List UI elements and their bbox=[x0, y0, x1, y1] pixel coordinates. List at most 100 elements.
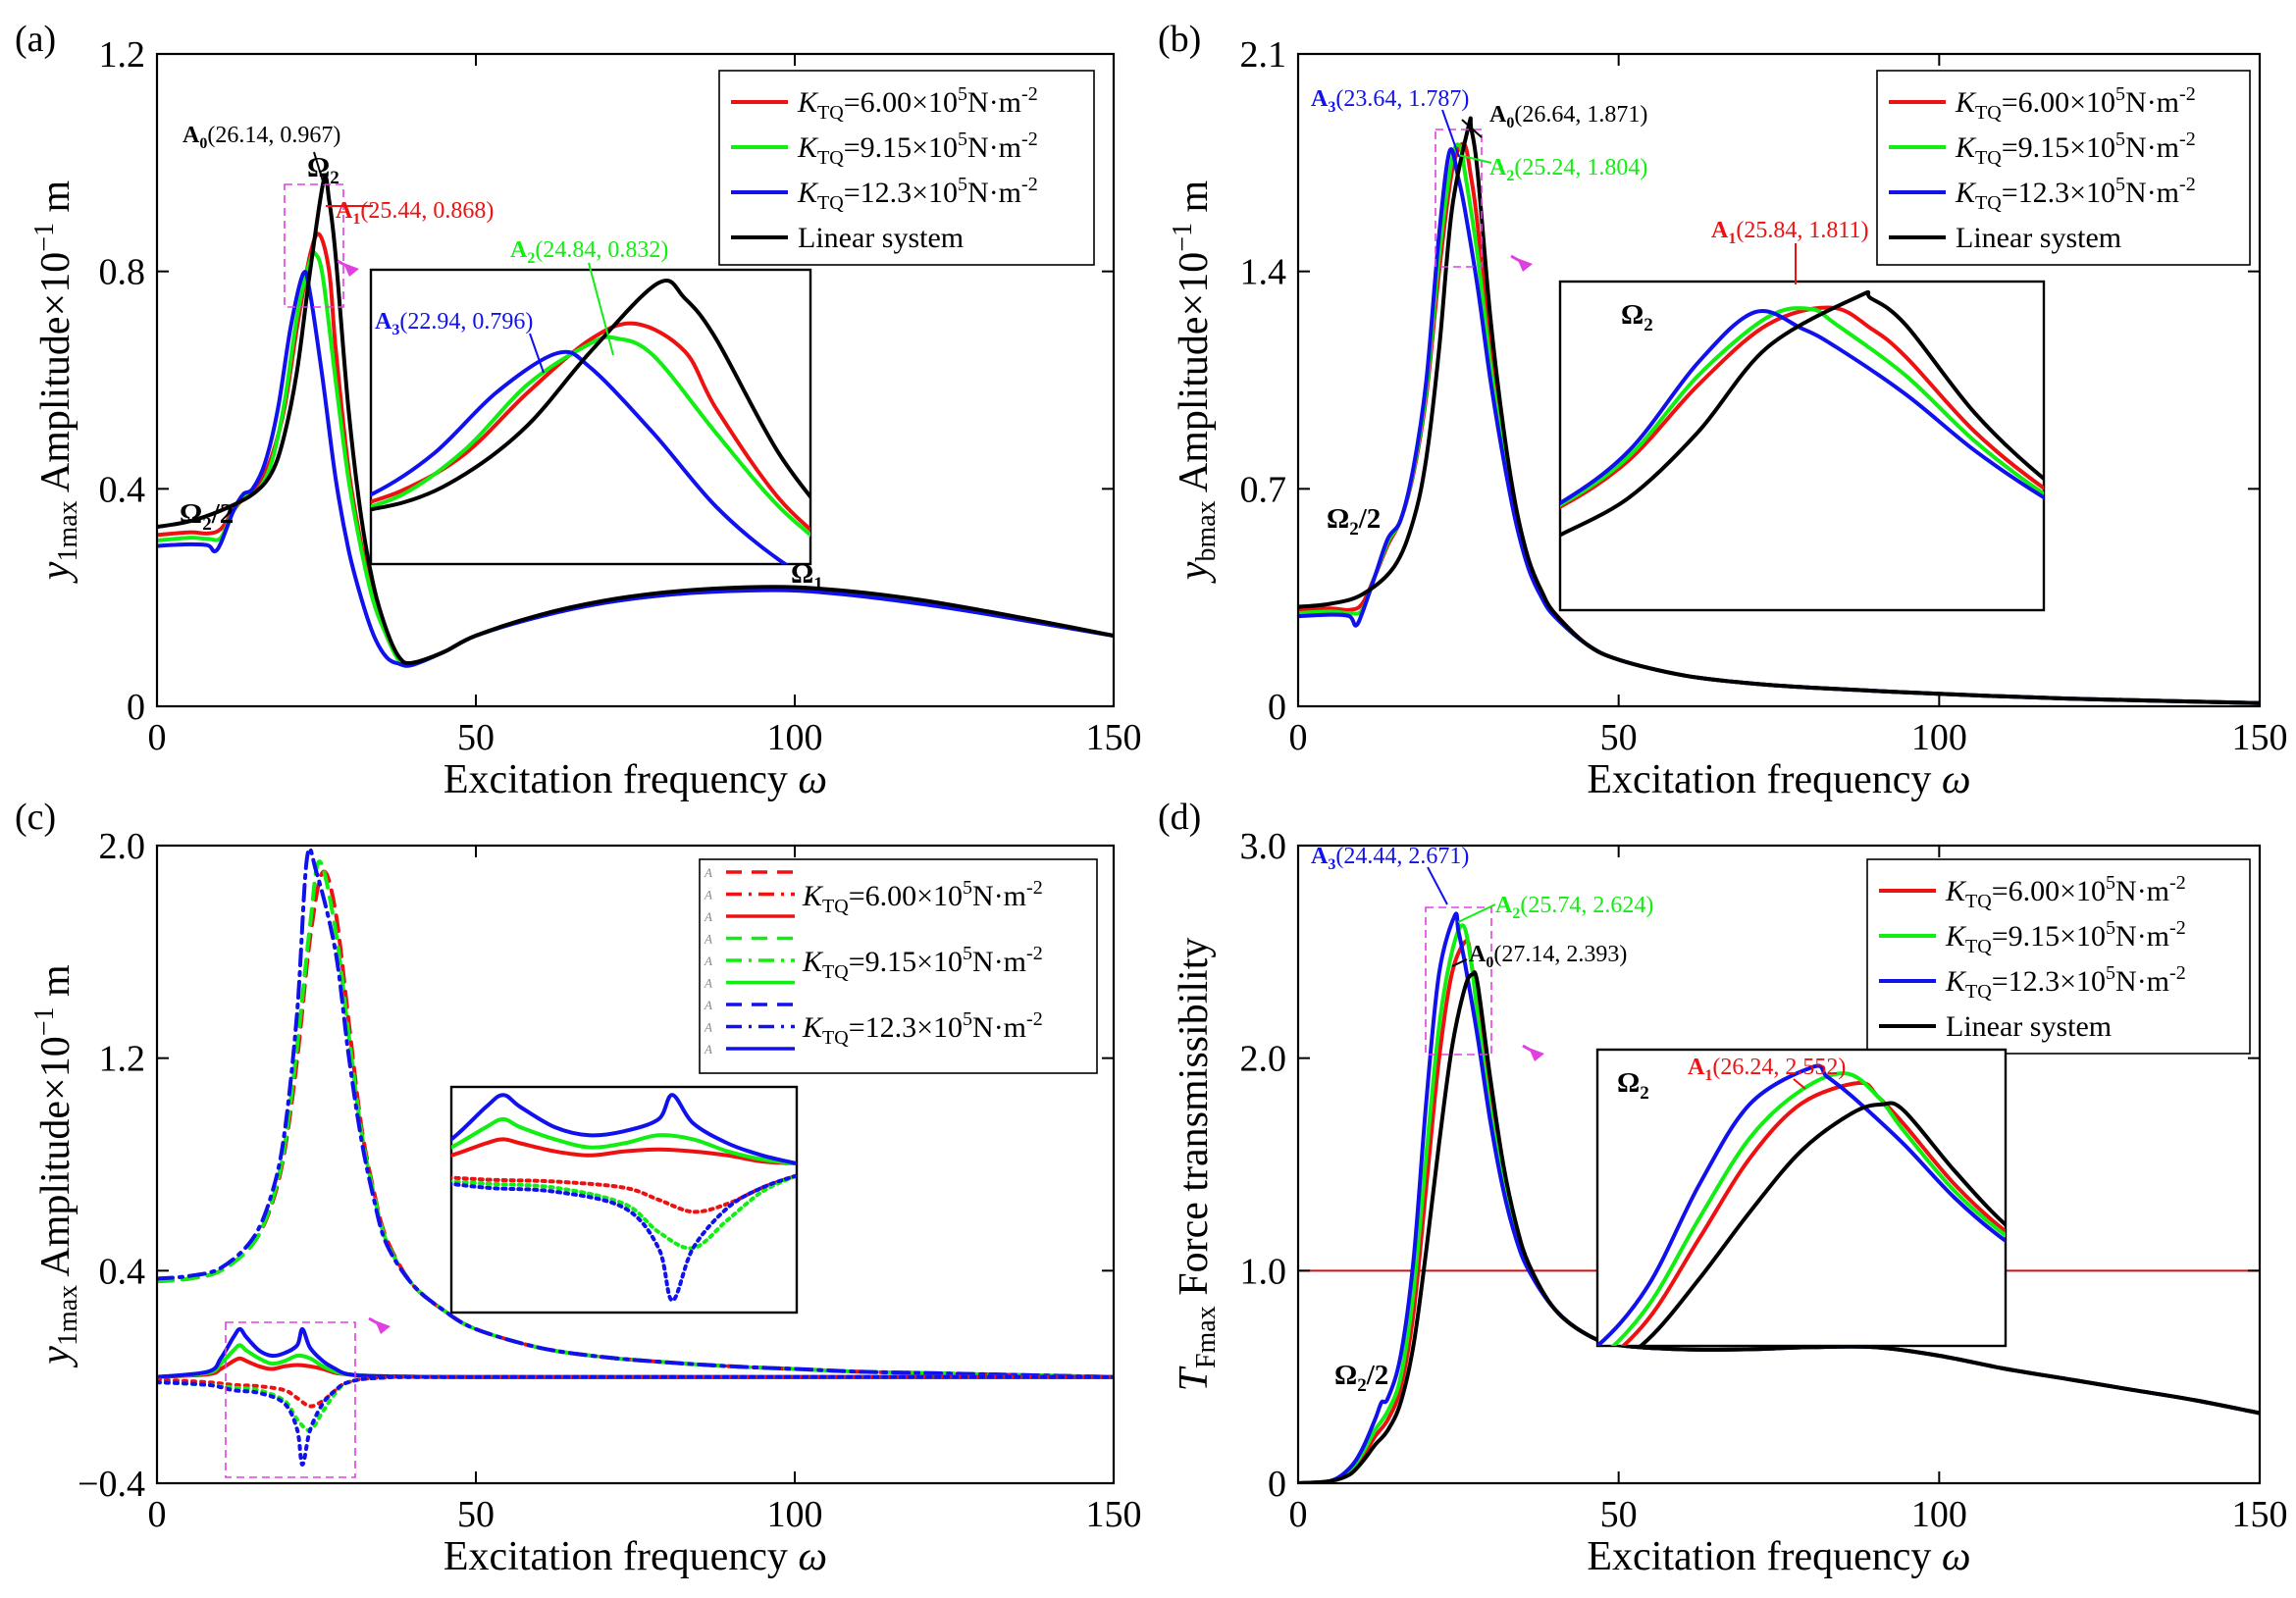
y-tick-label: 1.2 bbox=[99, 1039, 146, 1080]
legend-label: KTQ=12.3×105N·m-2 bbox=[797, 174, 1038, 214]
legend-item: Linear system bbox=[1889, 222, 2121, 254]
inset-zoom bbox=[449, 1085, 799, 1314]
annotation-label: A2(24.84, 0.832) bbox=[510, 237, 668, 267]
x-tick-label: 150 bbox=[2232, 1494, 2288, 1535]
annotation-label: A2(25.74, 2.624) bbox=[1495, 893, 1653, 922]
legend-small-label: A bbox=[704, 865, 712, 880]
y-tick-label: 0.8 bbox=[99, 252, 146, 293]
legend-label: KTQ=6.00×105N·m-2 bbox=[1945, 872, 2186, 912]
legend-small-label: A bbox=[704, 909, 712, 924]
legend-small-label: A bbox=[704, 932, 712, 947]
y-tick-label: 2.0 bbox=[99, 826, 146, 867]
zoom-arrow-icon bbox=[1522, 1044, 1539, 1057]
annotation-label: A0(26.14, 0.967) bbox=[183, 123, 340, 152]
inset-series-line-k3 bbox=[1560, 309, 2044, 506]
y-axis-label: y1max Amplitude×10−1 m bbox=[29, 964, 83, 1368]
x-tick-label: 0 bbox=[148, 717, 167, 758]
panel-c: (c) 0 50 100 150 −0.4 0.4 1.2 2.0 Excitation freq… bbox=[15, 797, 1142, 1579]
y-tick-label: 0.4 bbox=[99, 1251, 146, 1292]
legend-small-label: A bbox=[704, 888, 712, 902]
x-tick-label: 0 bbox=[1289, 1494, 1308, 1535]
series-line-linear bbox=[157, 175, 1114, 665]
zoom-region bbox=[284, 183, 344, 308]
peak-annotation: A3(24.44, 2.671) bbox=[1311, 844, 1469, 905]
x-axis-label: Excitation frequency ω bbox=[1587, 1534, 1970, 1579]
legend-label: KTQ=9.15×105N·m-2 bbox=[1955, 129, 2196, 169]
annotation-pointer bbox=[1427, 866, 1448, 905]
series-group bbox=[1298, 911, 2260, 1483]
legend-item: KTQ=9.15×105N·m-2 bbox=[731, 129, 1038, 169]
series-line-k3-dot bbox=[157, 1374, 1114, 1467]
y-tick-label: 0 bbox=[1268, 687, 1286, 728]
panel-a: (a) 0 50 100 150 0 0.4 0.8 1.2 Excitation frequen… bbox=[15, 19, 1142, 802]
legend-small-label: A bbox=[704, 1042, 712, 1057]
x-tick-label: 150 bbox=[1086, 1494, 1142, 1535]
legend-label: Linear system bbox=[798, 222, 964, 254]
annotation-label: A1(25.84, 1.811) bbox=[1711, 218, 1868, 247]
omega-label: Ω2 bbox=[1621, 299, 1653, 335]
panel-label: (a) bbox=[15, 19, 56, 60]
series-line-linear bbox=[1298, 970, 2260, 1483]
inset-series-line-linear bbox=[1560, 289, 2044, 538]
axes-frame bbox=[155, 844, 1116, 1485]
series-line-k3-dashdot bbox=[157, 847, 1114, 1379]
inset-zoom bbox=[1595, 1048, 2008, 1348]
panel-label: (b) bbox=[1158, 19, 1201, 60]
inset-frame bbox=[369, 268, 812, 566]
y-axis-label: y1max Amplitude×10−1 m bbox=[29, 180, 83, 584]
series-line-k3 bbox=[157, 270, 1114, 668]
legend-item: KTQ=9.15×105N·m-2 bbox=[1879, 917, 2186, 957]
legend: KTQ=6.00×105N·m-2 KTQ=9.15×105N·m-2 KTQ=12… bbox=[1866, 858, 2251, 1055]
inset-series-line-k3 bbox=[371, 349, 789, 564]
x-tick-label: 50 bbox=[1600, 1494, 1638, 1535]
y-axis-label: ybmax Amplitude×10−1 m bbox=[1168, 180, 1222, 584]
legend-label: KTQ=9.15×105N·m-2 bbox=[802, 943, 1043, 983]
x-tick-label: 50 bbox=[457, 717, 495, 758]
peak-annotation: A0(27.14, 2.393) bbox=[1451, 942, 1627, 971]
legend-item: KTQ=12.3×105N·m-2 bbox=[1889, 174, 2196, 214]
inset-series-line-k2-dot bbox=[451, 1173, 797, 1251]
legend: KTQ=6.00×105N·m-2 KTQ=9.15×105N·m-2 KTQ=12… bbox=[718, 70, 1095, 266]
x-tick-label: 0 bbox=[1289, 717, 1308, 758]
y-tick-label: −0.4 bbox=[78, 1464, 145, 1505]
legend-small-label: A bbox=[704, 1020, 712, 1035]
x-tick-label: 50 bbox=[1600, 717, 1638, 758]
annotation-pointer bbox=[1451, 958, 1468, 967]
legend-label: KTQ=12.3×105N·m-2 bbox=[1945, 962, 2186, 1003]
legend: AAAAAAAAAKTQ=6.00×105N·m-2KTQ=9.15×105N·… bbox=[699, 858, 1098, 1074]
y-tick-label: 2.1 bbox=[1240, 34, 1287, 76]
legend-small-label: A bbox=[704, 954, 712, 968]
peak-annotation: A1(25.44, 0.868) bbox=[326, 198, 494, 228]
legend-item: KTQ=12.3×105N·m-2 bbox=[731, 174, 1038, 214]
omega-label: Ω2 bbox=[1617, 1067, 1649, 1104]
x-tick-label: 50 bbox=[457, 1494, 495, 1535]
series-line-k2-dot bbox=[157, 1374, 1114, 1432]
x-axis-label: Excitation frequency ω bbox=[444, 1534, 827, 1579]
inset-series-line-k2-solid bbox=[451, 1116, 797, 1165]
peak-annotation: A0(26.64, 1.871) bbox=[1461, 102, 1647, 138]
annotation-pointer bbox=[313, 151, 325, 185]
zoom-region bbox=[225, 1321, 356, 1478]
y-tick-label: 0.4 bbox=[99, 469, 146, 510]
annotation-label: A2(25.24, 1.804) bbox=[1489, 155, 1647, 184]
x-tick-label: 150 bbox=[1086, 717, 1142, 758]
y-tick-label: 1.0 bbox=[1240, 1251, 1287, 1292]
annotation-label: A3(23.64, 1.787) bbox=[1311, 86, 1469, 116]
legend-item: KTQ=6.00×105N·m-2 bbox=[1889, 83, 2196, 124]
inset-series-line-k1-solid bbox=[451, 1137, 797, 1165]
y-tick-label: 1.2 bbox=[99, 34, 146, 76]
series-line-k1-dot bbox=[157, 1374, 1114, 1409]
peak-annotation: A3(22.94, 0.796) bbox=[375, 309, 545, 374]
zoom-arrow-icon bbox=[337, 259, 354, 272]
legend-label: KTQ=12.3×105N·m-2 bbox=[802, 1008, 1043, 1049]
omega-label: Ω1 bbox=[791, 558, 823, 594]
legend-label: KTQ=9.15×105N·m-2 bbox=[1945, 917, 2186, 957]
omega-label: Ω2 bbox=[307, 152, 339, 188]
inset-series-line-k2 bbox=[1610, 1071, 2006, 1346]
panel-label: (d) bbox=[1158, 797, 1201, 838]
inset-series-line-linear bbox=[1638, 1101, 2006, 1346]
annotation-pointer bbox=[1457, 154, 1492, 164]
legend-label: KTQ=6.00×105N·m-2 bbox=[797, 83, 1038, 124]
peak-annotation: A2(25.74, 2.624) bbox=[1457, 893, 1653, 923]
